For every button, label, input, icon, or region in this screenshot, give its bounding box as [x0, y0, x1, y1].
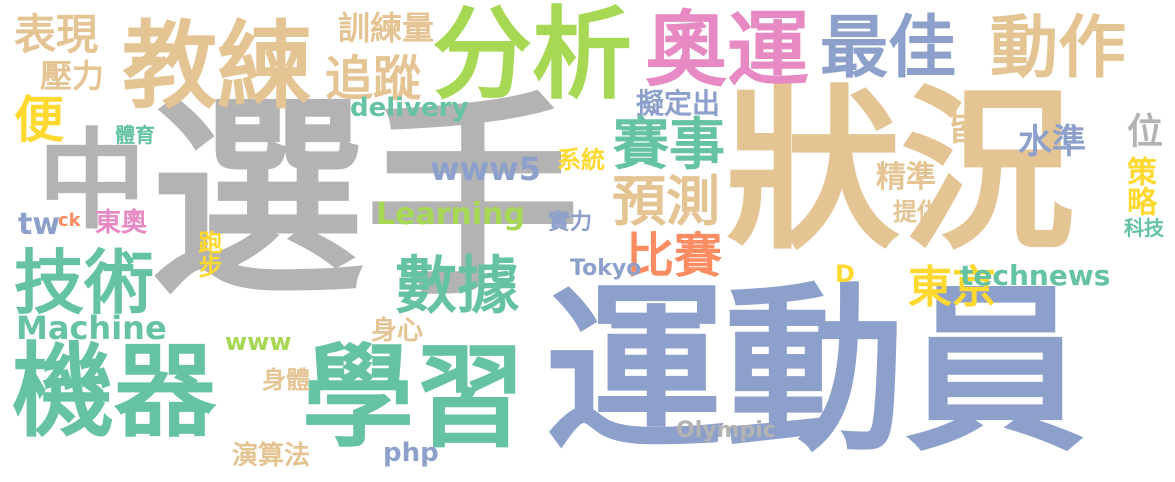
- word-jingzhun: 精準: [876, 160, 936, 195]
- word-xunlianliang: 訓練量: [338, 9, 435, 47]
- word-learning: Learning: [376, 197, 525, 232]
- word-tw: tw: [18, 207, 61, 242]
- word-zhuangkuang: 狀況: [725, 71, 1075, 274]
- word-jiaolian: 教練: [122, 12, 313, 122]
- word-wei: 位: [1121, 112, 1162, 148]
- word-www: www: [225, 328, 292, 356]
- word-delivery: delivery: [350, 93, 469, 123]
- word-www5: www5: [430, 150, 541, 188]
- word-xitong: 系統: [557, 146, 605, 174]
- word-zhuizong: 追蹤: [325, 51, 422, 107]
- word-d: D: [835, 260, 855, 288]
- word-tokyo: Tokyo: [570, 256, 642, 281]
- word-shuizhun: 水準: [1018, 122, 1086, 162]
- word-celve: 策略: [1121, 156, 1156, 216]
- word-tiyu: 體育: [115, 123, 155, 147]
- word-zuijia: 最佳: [820, 9, 957, 88]
- word-aoyun: 奧運: [645, 3, 810, 98]
- word-biaoxian: 表現: [14, 10, 99, 59]
- word-yali: 壓力: [40, 57, 105, 95]
- word-shenxin: 身心: [371, 316, 424, 346]
- word-bian: 便: [14, 91, 64, 149]
- word-jiqi: 機器: [12, 333, 216, 452]
- word-xuexi: 學習: [302, 333, 526, 463]
- word-yuce: 預測: [612, 170, 720, 233]
- word-shenti: 身體: [262, 366, 310, 394]
- word-ck: ck: [58, 210, 81, 231]
- word-tigong: 提供: [893, 198, 941, 226]
- word-yundongyuan: 運動員: [545, 267, 1086, 476]
- word-php: php: [383, 438, 439, 468]
- word-olympic: Olympic: [676, 418, 776, 443]
- word-dongjing: 東京: [908, 262, 996, 313]
- word-shili: 實力: [548, 210, 593, 235]
- word-paobu: 跑步: [194, 230, 222, 278]
- word-dongzuo: 動作: [990, 9, 1127, 88]
- word-dongao: 東奧: [95, 208, 148, 238]
- word-jie: 皆: [941, 110, 981, 144]
- word-shuju: 數據: [395, 249, 520, 322]
- word-jishu: 技術: [14, 242, 154, 324]
- word-zhong: 中: [38, 119, 147, 244]
- word-bisai: 比賽: [626, 228, 723, 284]
- word-saishi: 賽事: [613, 113, 725, 178]
- word-keji: 科技: [1124, 216, 1164, 240]
- word-yansuanfa: 演算法: [232, 441, 311, 471]
- word-xuanshou: 選手: [150, 74, 580, 325]
- word-nidingchu: 擬定出: [636, 87, 721, 120]
- word-fenxi: 分析: [432, 0, 632, 113]
- word-machine: Machine: [16, 309, 167, 347]
- word-technews: technews: [960, 259, 1111, 292]
